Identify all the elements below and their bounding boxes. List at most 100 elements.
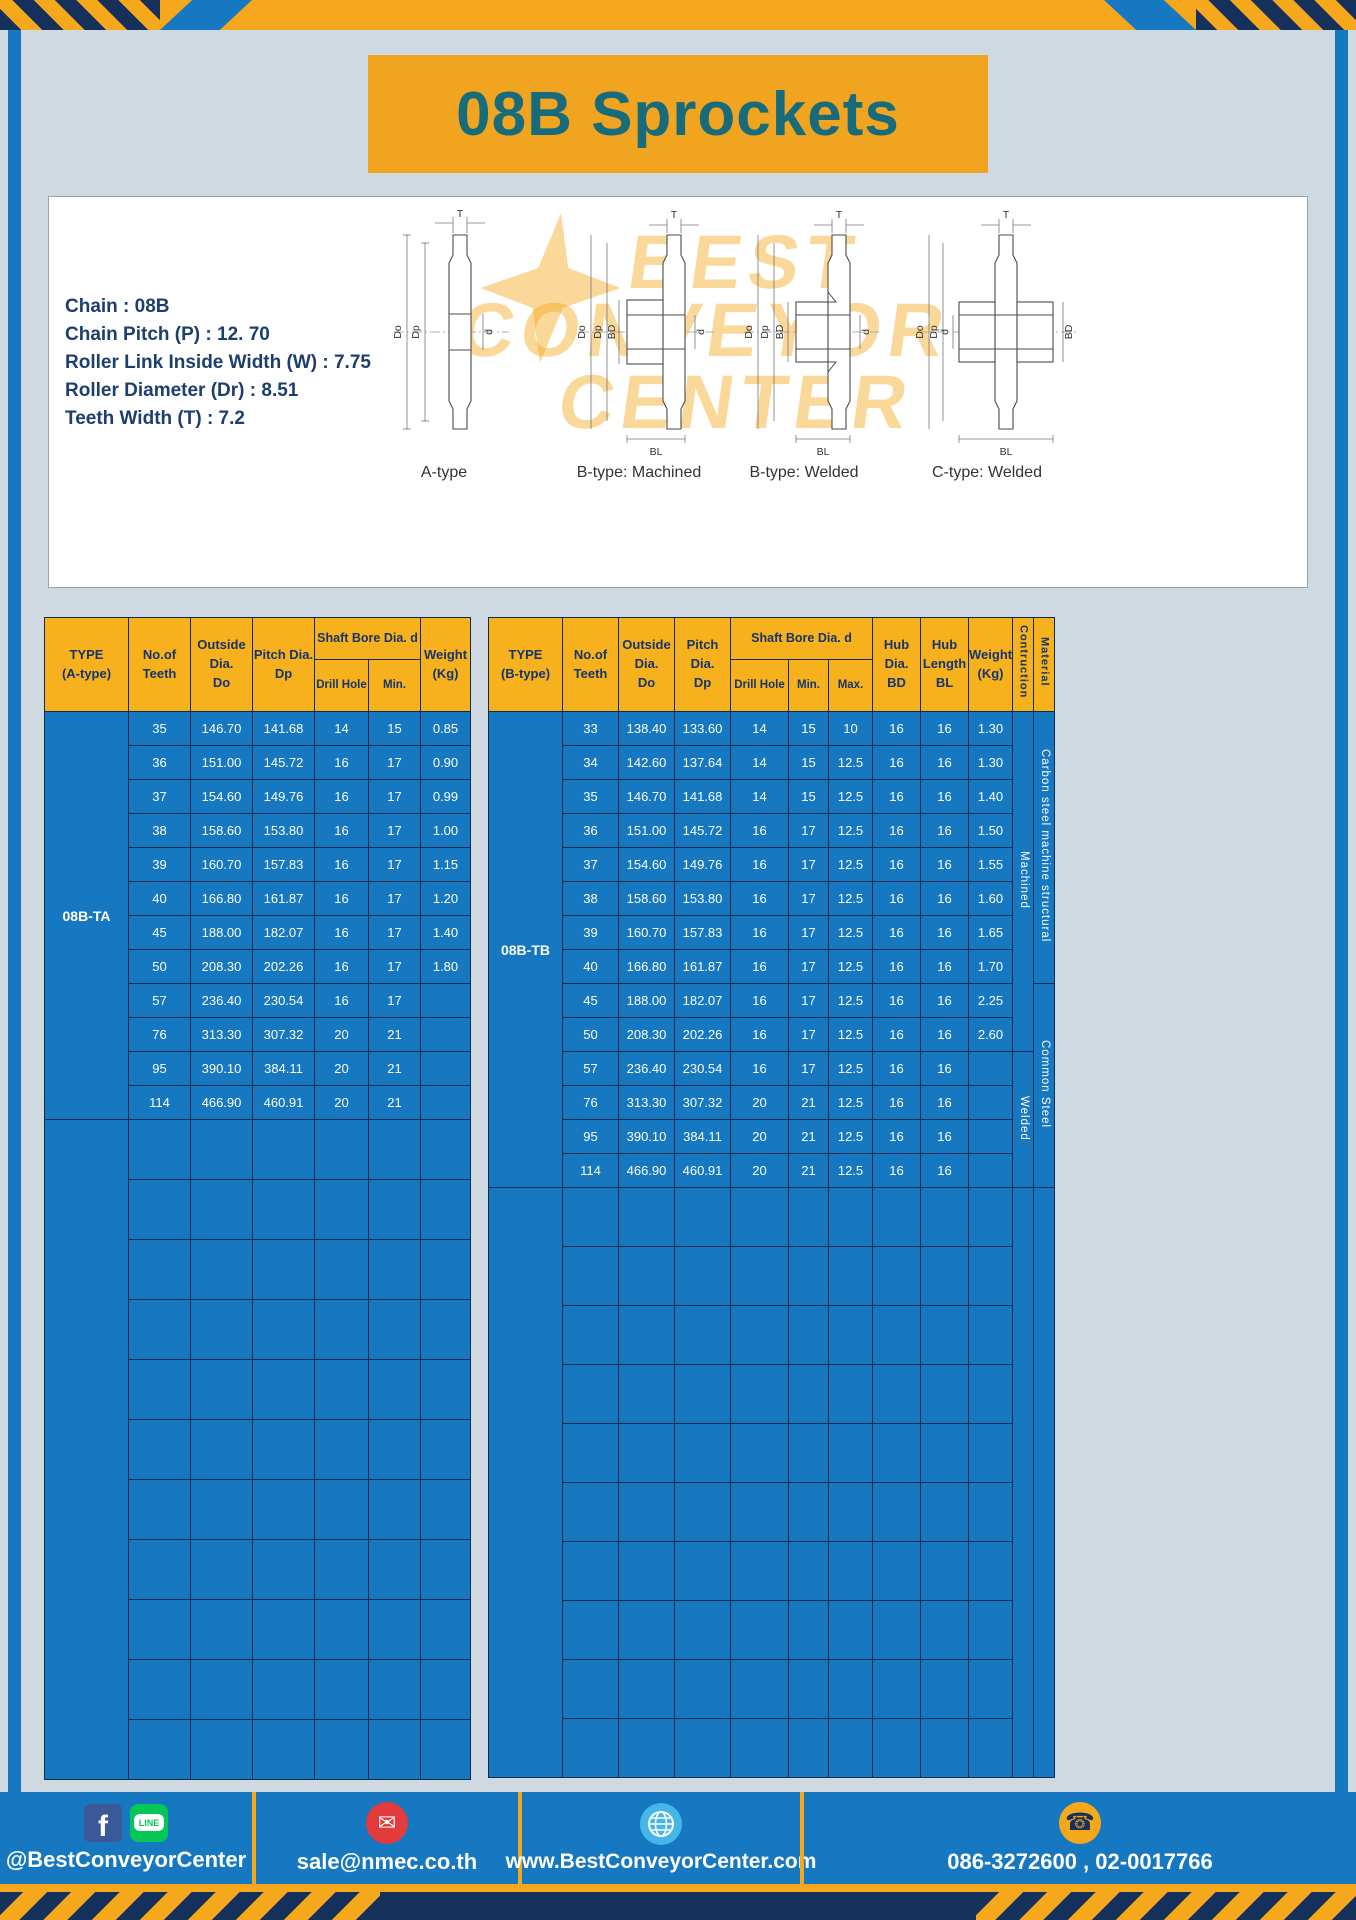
data-cell: 95 bbox=[562, 1119, 619, 1154]
material-header-label: Material bbox=[1038, 636, 1051, 687]
email-address[interactable]: sale@nmec.co.th bbox=[296, 1848, 478, 1874]
table-row: 38 158.60 153.80 16 17 12.5 16 16 1.60 bbox=[489, 881, 1055, 916]
empty-cell bbox=[128, 1659, 191, 1720]
drawing-label-a: A-type bbox=[420, 464, 468, 481]
data-cell: 12.5 bbox=[828, 1119, 873, 1154]
data-cell: 2.60 bbox=[968, 1017, 1013, 1052]
phone-icon[interactable]: ☎ bbox=[1059, 1801, 1101, 1844]
footer-social-section: f LINE @BestConveyorCenter bbox=[0, 1792, 252, 1884]
data-cell: 153.80 bbox=[674, 881, 731, 916]
spec-line: Chain Pitch (P) : 12. 70 bbox=[65, 324, 270, 345]
data-cell: 230.54 bbox=[252, 983, 315, 1018]
data-cell: 50 bbox=[128, 949, 191, 984]
empty-cell bbox=[788, 1246, 829, 1306]
globe-icon[interactable] bbox=[640, 1802, 682, 1845]
empty-cell bbox=[618, 1423, 675, 1483]
empty-cell bbox=[128, 1239, 191, 1300]
empty-cell bbox=[562, 1541, 619, 1601]
data-cell: 138.40 bbox=[618, 711, 675, 746]
empty-cell bbox=[920, 1187, 969, 1247]
empty-table-row bbox=[489, 1305, 1055, 1365]
data-cell: 20 bbox=[314, 1051, 369, 1086]
empty-cell bbox=[314, 1419, 369, 1480]
data-cell: 21 bbox=[368, 1017, 421, 1052]
empty-cell bbox=[368, 1179, 421, 1240]
data-cell: 16 bbox=[314, 949, 369, 984]
empty-cell bbox=[190, 1179, 253, 1240]
empty-cell bbox=[562, 1187, 619, 1247]
col-header-weight: Weight (Kg) bbox=[968, 617, 1013, 712]
empty-cell bbox=[420, 1359, 471, 1420]
data-cell: 16 bbox=[730, 915, 789, 950]
data-cell: 57 bbox=[562, 1051, 619, 1086]
data-cell: 16 bbox=[920, 1051, 969, 1086]
data-cell: 14 bbox=[730, 711, 789, 746]
website-url[interactable]: www.BestConveyorCenter.com bbox=[505, 1849, 817, 1873]
empty-cell bbox=[788, 1187, 829, 1247]
hazard-stripes-left bbox=[0, 0, 160, 30]
dim-label-t: T bbox=[457, 208, 464, 220]
empty-cell bbox=[788, 1659, 829, 1719]
data-cell: 95 bbox=[128, 1051, 191, 1086]
line-icon[interactable]: LINE bbox=[130, 1803, 168, 1842]
dim-label-do: Do bbox=[743, 325, 755, 339]
col-header-hub-dia: Hub Dia. BD bbox=[872, 617, 921, 712]
data-cell: 14 bbox=[730, 745, 789, 780]
empty-table-row bbox=[489, 1541, 1055, 1601]
empty-cell bbox=[190, 1599, 253, 1660]
data-cell: 21 bbox=[368, 1085, 421, 1120]
empty-cell bbox=[252, 1119, 315, 1180]
data-cell: 50 bbox=[562, 1017, 619, 1052]
data-cell: 17 bbox=[368, 779, 421, 814]
drawing-label-b-machined: B-type: Machined bbox=[576, 464, 702, 481]
empty-cell bbox=[828, 1600, 873, 1660]
data-cell: 182.07 bbox=[674, 983, 731, 1018]
footer-phone-section: ☎ 086-3272600 , 02-0017766 bbox=[804, 1792, 1356, 1884]
data-cell: 188.00 bbox=[190, 915, 253, 950]
footer-website-section: www.BestConveyorCenter.com bbox=[506, 1792, 816, 1884]
bottom-yellow-line bbox=[0, 1884, 1356, 1892]
data-cell: 236.40 bbox=[618, 1051, 675, 1086]
data-cell: 12.5 bbox=[828, 1051, 873, 1086]
table-row: 35 146.70 141.68 14 15 12.5 16 16 1.40 bbox=[489, 779, 1055, 814]
dim-label-dp: Dp bbox=[928, 325, 940, 339]
email-icon[interactable]: ✉ bbox=[366, 1801, 408, 1844]
empty-cell bbox=[828, 1482, 873, 1542]
empty-cell bbox=[674, 1187, 731, 1247]
data-cell: 160.70 bbox=[190, 847, 253, 882]
empty-cell bbox=[968, 1119, 1013, 1154]
empty-cell bbox=[314, 1539, 369, 1600]
empty-cell bbox=[872, 1600, 921, 1660]
data-cell: 39 bbox=[128, 847, 191, 882]
footer-email-section: ✉ sale@nmec.co.th bbox=[256, 1792, 518, 1884]
empty-cell bbox=[730, 1718, 789, 1778]
data-cell: 21 bbox=[788, 1153, 829, 1188]
col-header-min: Min. bbox=[368, 659, 421, 712]
phone-numbers[interactable]: 086-3272600 , 02-0017766 bbox=[947, 1848, 1213, 1874]
data-cell: 230.54 bbox=[674, 1051, 731, 1086]
data-cell: 21 bbox=[788, 1085, 829, 1120]
empty-table-row bbox=[489, 1246, 1055, 1306]
empty-cell bbox=[562, 1423, 619, 1483]
empty-cell bbox=[968, 1187, 1013, 1247]
empty-cell bbox=[618, 1364, 675, 1424]
empty-table-row bbox=[45, 1479, 471, 1540]
data-cell: 12.5 bbox=[828, 881, 873, 916]
facebook-handle[interactable]: @BestConveyorCenter bbox=[5, 1846, 247, 1872]
empty-table-row bbox=[489, 1659, 1055, 1719]
data-cell: 20 bbox=[730, 1085, 789, 1120]
empty-cell bbox=[674, 1305, 731, 1365]
empty-cell bbox=[788, 1541, 829, 1601]
empty-cell bbox=[618, 1600, 675, 1660]
data-cell: 16 bbox=[314, 915, 369, 950]
hazard-stripes-left bbox=[0, 1892, 380, 1920]
data-cell: 157.83 bbox=[252, 847, 315, 882]
data-cell: 16 bbox=[872, 711, 921, 746]
data-cell: 157.83 bbox=[674, 915, 731, 950]
empty-cell bbox=[190, 1659, 253, 1720]
facebook-icon[interactable]: f bbox=[84, 1803, 122, 1842]
data-cell: 16 bbox=[314, 813, 369, 848]
empty-cell bbox=[190, 1719, 253, 1780]
empty-cell bbox=[674, 1659, 731, 1719]
empty-cell bbox=[368, 1419, 421, 1480]
